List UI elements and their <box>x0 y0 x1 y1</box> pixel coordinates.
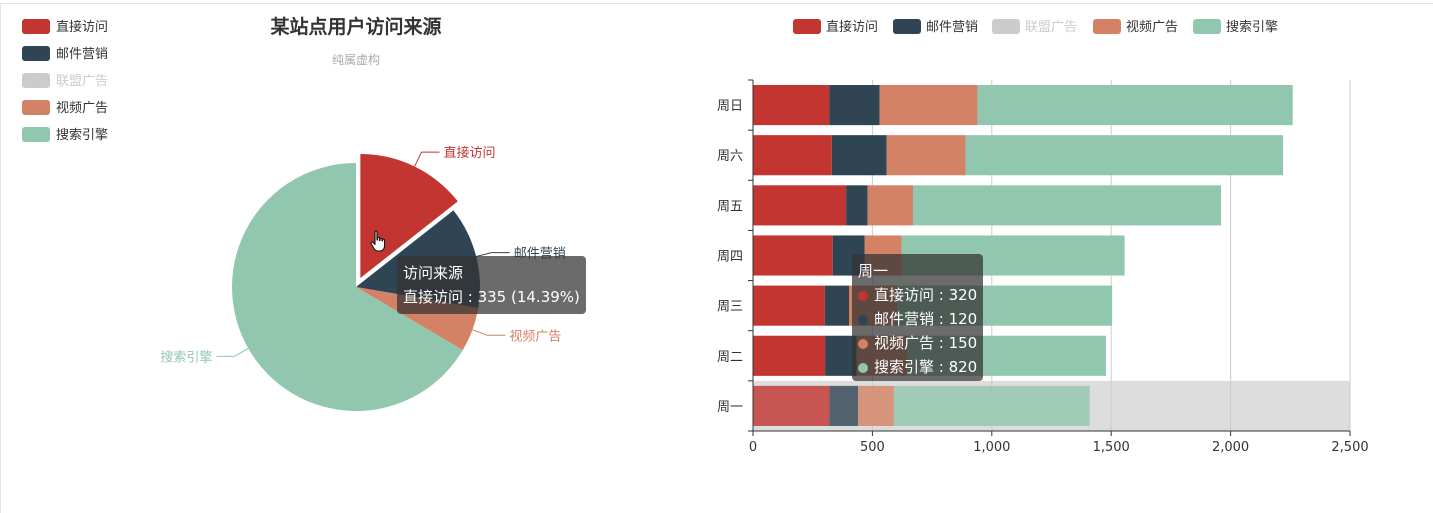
bar-category-label: 周日 <box>717 99 743 114</box>
bar-segment-item-0-cat-4[interactable] <box>753 185 847 226</box>
bar-tooltip-dot <box>858 362 868 373</box>
pie-legend-swatch <box>22 127 50 142</box>
pie-legend-item-4[interactable]: 搜索引擎 <box>22 127 108 143</box>
bar-legend-swatch <box>992 19 1020 34</box>
bar-legend-swatch <box>1193 19 1221 34</box>
bar-segment-item-1-cat-0[interactable] <box>829 385 859 426</box>
bar-tooltip-row: 视频广告 : 150 <box>858 331 977 355</box>
pie-tooltip-line: 直接访问 : 335 (14.39%) <box>403 288 580 306</box>
bar-legend-label: 联盟广告 <box>1025 20 1077 35</box>
pie-label-line <box>476 252 510 258</box>
bar-highlight-band <box>753 380 1350 431</box>
bar-tooltip-text: 视频广告 : 150 <box>874 334 978 352</box>
bar-segment-item-1-cat-4[interactable] <box>846 185 868 226</box>
bar-segment-item-2-cat-0[interactable] <box>858 385 894 426</box>
pie-chart: 某站点用户访问来源纯属虚构直接访问邮件营销联盟广告视频广告搜索引擎直接访问邮件营… <box>22 15 566 411</box>
pie-legend-swatch <box>22 100 50 115</box>
bar-legend-item-3[interactable]: 视频广告 <box>1093 19 1178 35</box>
pie-label-line <box>216 347 249 357</box>
bar-segment-item-1-cat-6[interactable] <box>829 85 880 126</box>
pie-legend-item-2[interactable]: 联盟广告 <box>22 73 108 89</box>
pie-legend-swatch <box>22 73 50 88</box>
pie-slice-label: 视频广告 <box>509 329 561 344</box>
bar-category-label: 周六 <box>717 149 743 164</box>
bar-legend-label: 直接访问 <box>826 19 878 35</box>
bar-category-label: 周三 <box>717 300 743 315</box>
pie-tooltip: 访问来源 直接访问 : 335 (14.39%) <box>397 256 586 314</box>
bar-category-label: 周五 <box>717 199 743 214</box>
bar-segment-item-2-cat-6[interactable] <box>879 85 978 126</box>
pie-legend-swatch <box>22 46 50 61</box>
bar-tooltip-text: 邮件营销 : 120 <box>874 310 978 328</box>
pie-legend-label: 直接访问 <box>56 19 108 35</box>
bar-tooltip-dot <box>858 338 868 349</box>
bar-legend-label: 邮件营销 <box>926 20 978 35</box>
left-border <box>0 3 1 513</box>
pie-tooltip-title: 访问来源 <box>403 264 464 282</box>
pie-legend-swatch <box>22 19 50 34</box>
top-border <box>0 3 1433 4</box>
bar-segment-item-3-cat-5[interactable] <box>965 135 1284 176</box>
bar-legend-swatch <box>1093 19 1121 34</box>
bar-legend-swatch <box>793 19 821 34</box>
bar-x-tick-label: 2,500 <box>1331 440 1368 455</box>
bar-tooltip-row: 邮件营销 : 120 <box>858 307 977 331</box>
bar-x-tick-label: 0 <box>749 440 757 455</box>
bar-tooltip-dot <box>858 290 868 301</box>
bar-tooltip-text: 直接访问 : 320 <box>874 286 978 304</box>
bar-segment-item-1-cat-2[interactable] <box>824 285 849 326</box>
bar-tooltip-dot <box>858 314 868 325</box>
pie-legend-item-0[interactable]: 直接访问 <box>22 19 108 35</box>
bar-segment-item-2-cat-5[interactable] <box>886 135 966 176</box>
bar-category-label: 周一 <box>717 400 743 415</box>
bar-segment-item-0-cat-2[interactable] <box>753 285 825 326</box>
bar-category-label: 周四 <box>717 250 743 265</box>
bar-x-tick-label: 1,000 <box>973 440 1010 455</box>
pie-title: 某站点用户访问来源 <box>270 15 441 38</box>
bar-x-tick-label: 500 <box>860 440 885 455</box>
bar-segment-item-0-cat-1[interactable] <box>753 335 826 376</box>
bar-tooltip-row: 直接访问 : 320 <box>858 283 977 307</box>
pie-legend-label: 联盟广告 <box>56 74 108 89</box>
bar-category-label: 周二 <box>717 350 743 365</box>
pie-legend-item-3[interactable]: 视频广告 <box>22 100 108 116</box>
bar-tooltip-text: 搜索引擎 : 820 <box>874 358 978 376</box>
bar-legend-label: 视频广告 <box>1126 20 1178 35</box>
bar-x-tick-label: 2,000 <box>1212 440 1249 455</box>
pie-slice-item-3[interactable] <box>231 163 463 411</box>
bar-segment-item-0-cat-0[interactable] <box>753 385 830 426</box>
hand-cursor-icon <box>370 230 386 252</box>
bar-segment-item-0-cat-3[interactable] <box>753 235 833 276</box>
bar-segment-item-3-cat-4[interactable] <box>912 185 1222 226</box>
bar-tooltip: 周一 直接访问 : 320 邮件营销 : 120 视频广告 : 150 搜索引擎 : … <box>852 254 984 381</box>
bar-legend-item-0[interactable]: 直接访问 <box>793 19 878 35</box>
pie-slice-label: 直接访问 <box>444 145 496 161</box>
bar-segment-item-2-cat-4[interactable] <box>867 185 913 226</box>
pie-legend-label: 搜索引擎 <box>56 128 108 143</box>
bar-legend-item-2[interactable]: 联盟广告 <box>992 19 1077 35</box>
pie-label-line <box>472 329 506 336</box>
bar-segment-item-0-cat-6[interactable] <box>753 85 830 126</box>
pie-legend-item-1[interactable]: 邮件营销 <box>22 46 108 62</box>
bar-segment-item-3-cat-6[interactable] <box>977 85 1293 126</box>
pie-label-line <box>414 151 440 167</box>
bar-tooltip-title: 周一 <box>858 262 889 280</box>
bar-legend-item-1[interactable]: 邮件营销 <box>893 19 978 35</box>
bar-segment-item-1-cat-5[interactable] <box>831 135 887 176</box>
bar-x-tick-label: 1,500 <box>1093 440 1130 455</box>
pie-legend-label: 邮件营销 <box>56 47 108 62</box>
bar-legend-label: 搜索引擎 <box>1226 20 1278 35</box>
bar-legend-swatch <box>893 19 921 34</box>
bar-tooltip-rows: 直接访问 : 320 邮件营销 : 120 视频广告 : 150 搜索引擎 : 820 <box>858 283 977 379</box>
pie-legend-label: 视频广告 <box>56 101 108 116</box>
bar-tooltip-row: 搜索引擎 : 820 <box>858 355 977 379</box>
pie-subtitle: 纯属虚构 <box>332 52 380 67</box>
bar-segment-item-3-cat-0[interactable] <box>893 385 1090 426</box>
bar-segment-item-0-cat-5[interactable] <box>753 135 832 176</box>
bar-legend-item-4[interactable]: 搜索引擎 <box>1193 19 1278 35</box>
pie-slice-label: 搜索引擎 <box>160 350 212 365</box>
